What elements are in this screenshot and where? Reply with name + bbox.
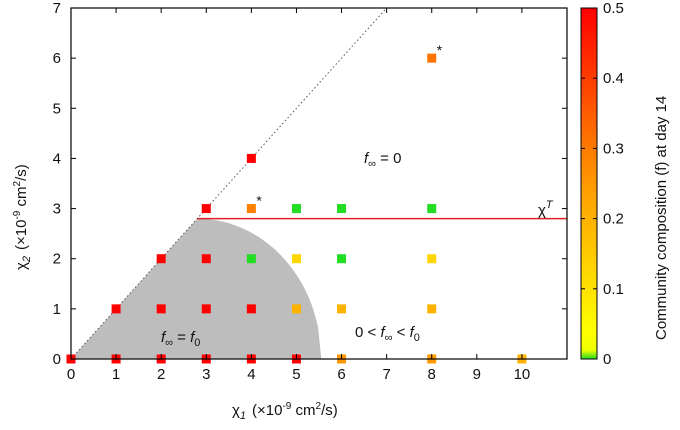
colorbar-tick-label: 0.2	[603, 211, 624, 228]
x-tick-label: 6	[337, 366, 345, 383]
y-tick-label: 3	[53, 201, 61, 218]
y-axis-label: χ2(×10-9 cm2/s)	[12, 164, 33, 270]
x-tick-label: 7	[382, 366, 390, 383]
x-axis-label: χ1 (×10-9 cm2/s)	[232, 401, 338, 422]
x-tick-label: 8	[428, 366, 436, 383]
y-tick-label: 2	[53, 251, 61, 268]
region-top-label: f∞ = 0	[364, 150, 401, 170]
data-point-15	[427, 304, 437, 314]
colorbar-tick-label: 0.3	[603, 140, 624, 157]
data-point-20	[337, 254, 347, 264]
colorbar-tick-label: 0	[603, 351, 611, 368]
colorbar-label: Community composition (f) at day 14	[653, 96, 670, 340]
x-tick-label: 1	[112, 366, 120, 383]
colorbar	[580, 7, 598, 360]
data-point-17	[201, 254, 211, 264]
data-point-12	[246, 304, 256, 314]
x-tick-label: 3	[202, 366, 210, 383]
y-tick-label: 0	[53, 351, 61, 368]
y-tick-label: 6	[53, 50, 61, 67]
x-tick-label: 2	[157, 366, 165, 383]
data-point-9	[111, 304, 121, 314]
y-axis-ticks: 0 1 2 3 4 5 6 7	[53, 0, 567, 368]
data-point-22	[201, 204, 211, 214]
y-tick-label: 1	[53, 301, 61, 318]
data-point-25	[337, 204, 347, 214]
y-tick-label: 7	[53, 0, 61, 17]
data-point-28	[427, 53, 437, 63]
star-marker: *	[437, 42, 443, 58]
diagonal-line	[71, 8, 388, 359]
region-right-label: 0 < f∞ < f0	[355, 324, 420, 344]
data-point-27	[246, 153, 256, 163]
data-point-21	[427, 254, 437, 264]
gray-region	[71, 218, 322, 359]
y-tick-label: 5	[53, 100, 61, 117]
data-point-18	[246, 254, 256, 264]
colorbar-ticks: 0 0.1 0.2 0.3 0.4 0.5	[581, 0, 624, 368]
star-marker: *	[256, 193, 262, 209]
x-tick-label: 4	[247, 366, 255, 383]
data-point-26	[427, 204, 437, 214]
x-tick-label: 9	[473, 366, 481, 383]
colorbar-tick-label: 0.5	[603, 0, 624, 17]
colorbar-tick-label: 0.1	[603, 281, 624, 298]
x-tick-label: 0	[67, 366, 75, 383]
colorbar-tick-label: 0.4	[603, 70, 624, 87]
data-point-13	[291, 304, 301, 314]
data-point-14	[337, 304, 347, 314]
data-point-11	[201, 304, 211, 314]
data-point-23	[246, 204, 256, 214]
x-axis-ticks: 0 1 2 3 4 5 6 7 8 9 10	[67, 8, 530, 383]
data-point-19	[291, 254, 301, 264]
region-gray-label: f∞ = f0	[161, 329, 200, 349]
plot-frame	[70, 7, 568, 360]
threshold-label: χT	[538, 199, 554, 219]
x-tick-label: 5	[292, 366, 300, 383]
x-tick-label: 10	[514, 366, 531, 383]
y-tick-label: 4	[53, 150, 61, 167]
data-point-16	[156, 254, 166, 264]
data-point-24	[291, 204, 301, 214]
data-point-10	[156, 304, 166, 314]
